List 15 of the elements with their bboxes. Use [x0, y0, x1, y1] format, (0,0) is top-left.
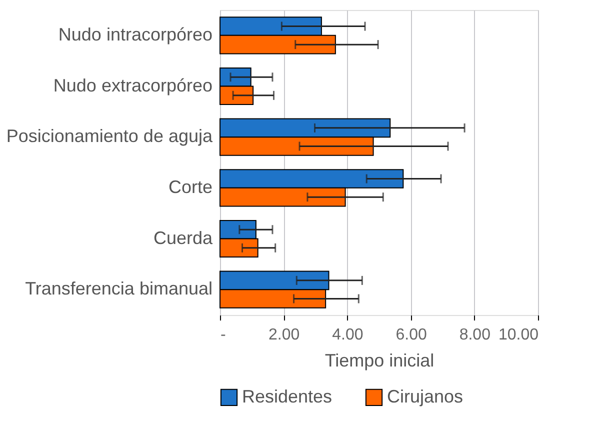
x-tick-label: 4.00 [332, 326, 364, 344]
y-tick-label: Transferencia bimanual [25, 278, 212, 299]
x-tick-label: 10.00 [498, 326, 539, 344]
legend-label: Residentes [242, 386, 332, 406]
y-tick-label: Cuerda [153, 228, 214, 248]
y-tick-label: Corte [168, 176, 212, 197]
y-tick-label: Posicionamiento de aguja [6, 126, 214, 146]
x-tick-label: 6.00 [396, 326, 427, 344]
x-tick-label: 8.00 [459, 326, 491, 344]
x-tick-label: - [220, 326, 226, 344]
x-axis-title: Tiempo inicial [324, 350, 434, 370]
legend-label: Cirujanos [387, 386, 464, 406]
y-tick-label: Nudo extracorpóreo [53, 75, 212, 96]
x-tick-label: 2.00 [268, 326, 300, 344]
y-tick-label: Nudo intracorpóreo [58, 24, 212, 44]
